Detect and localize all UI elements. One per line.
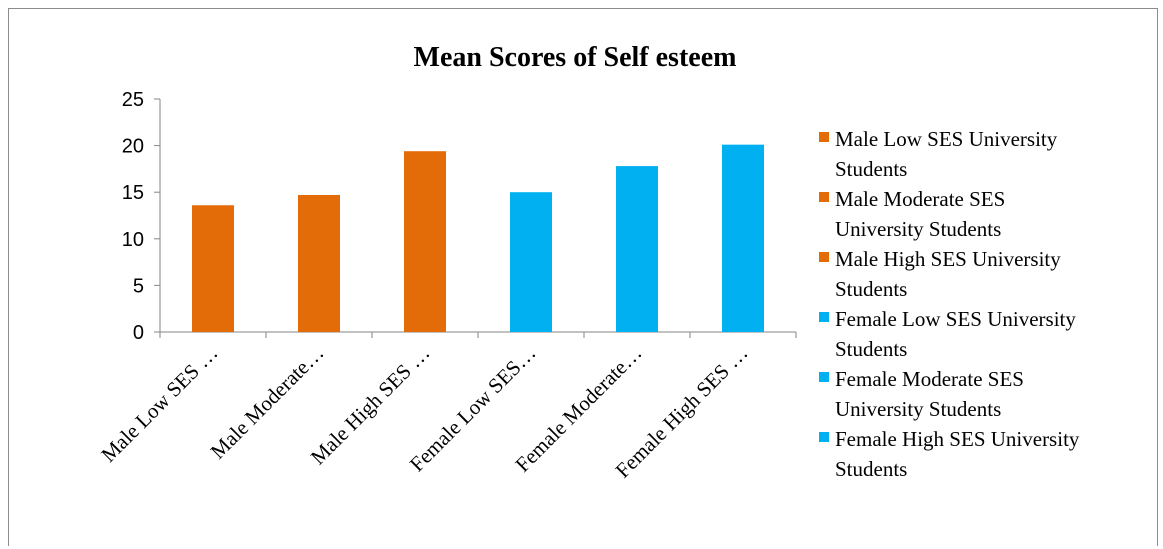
legend-label-line2: Students bbox=[835, 457, 908, 481]
bar bbox=[192, 205, 234, 332]
bars bbox=[192, 144, 764, 332]
y-tick-label: 5 bbox=[133, 275, 144, 297]
bar bbox=[510, 192, 552, 332]
legend-label-line2: Students bbox=[835, 157, 908, 181]
legend-label-line2: University Students bbox=[835, 397, 1002, 421]
legend-label-line1: Male Moderate SES bbox=[835, 187, 1006, 211]
legend-label-line1: Male High SES University bbox=[835, 247, 1061, 271]
y-tick-label: 10 bbox=[122, 229, 144, 251]
y-tick-labels: 0 5 10 15 20 25 bbox=[122, 89, 144, 344]
y-tick-label: 25 bbox=[122, 89, 144, 111]
legend-swatch bbox=[819, 432, 829, 442]
legend-swatch bbox=[819, 252, 829, 262]
y-tick-label: 20 bbox=[122, 136, 144, 158]
axes bbox=[154, 98, 797, 338]
bar bbox=[616, 166, 658, 332]
y-tick-label: 15 bbox=[122, 182, 144, 204]
legend: Male Low SES University Students Male Mode… bbox=[817, 124, 1157, 484]
legend-label-line2: University Students bbox=[835, 217, 1002, 241]
x-tick-label: Male Moderate… bbox=[206, 341, 329, 464]
legend-item: Female Low SES University Students bbox=[817, 304, 1157, 364]
bar bbox=[298, 194, 340, 332]
legend-swatch bbox=[819, 372, 829, 382]
x-tick-labels: Male Low SES …Male Moderate…Male High SE… bbox=[96, 341, 752, 483]
legend-label-line2: Students bbox=[835, 337, 908, 361]
bar bbox=[722, 144, 764, 332]
legend-item: Male Moderate SES University Students bbox=[817, 184, 1157, 244]
legend-item: Male High SES University Students bbox=[817, 244, 1157, 304]
legend-item: Male Low SES University Students bbox=[817, 124, 1157, 184]
x-tick-label: Male Low SES … bbox=[96, 341, 222, 467]
legend-item: Female Moderate SES University Students bbox=[817, 364, 1157, 424]
legend-label-line2: Students bbox=[835, 277, 908, 301]
bar bbox=[404, 151, 446, 332]
legend-item: Female High SES University Students bbox=[817, 424, 1157, 484]
legend-label-line1: Female Moderate SES bbox=[835, 367, 1024, 391]
legend-label-line1: Male Low SES University bbox=[835, 127, 1058, 151]
legend-swatch bbox=[819, 132, 829, 142]
legend-label-line1: Female High SES University bbox=[835, 427, 1080, 451]
y-tick-label: 0 bbox=[133, 322, 144, 344]
legend-swatch bbox=[819, 192, 829, 202]
legend-swatch bbox=[819, 312, 829, 322]
legend-label-line1: Female Low SES University bbox=[835, 307, 1076, 331]
chart-title: Mean Scores of Self esteem bbox=[414, 42, 737, 73]
